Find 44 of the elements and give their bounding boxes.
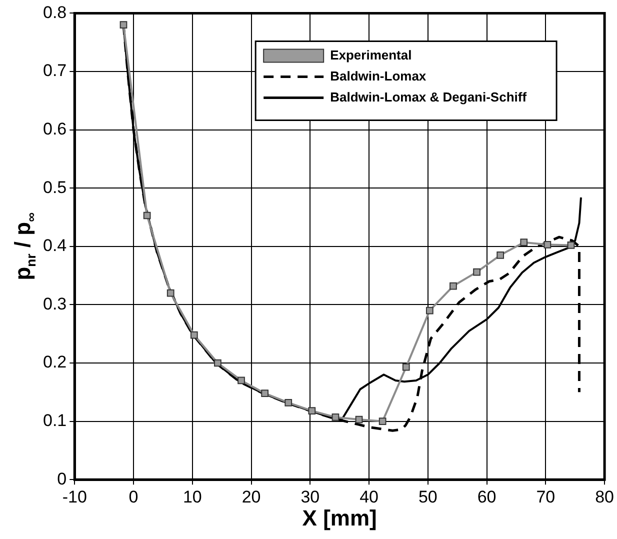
- y-tick-label: 0.4: [42, 236, 67, 256]
- x-tick-label: 80: [595, 487, 614, 506]
- y-tick-label: 0.5: [42, 178, 67, 197]
- y-tick-label: 0: [57, 469, 67, 488]
- point: [143, 212, 151, 220]
- x-axis-title: X [mm]: [302, 506, 377, 531]
- point: [261, 390, 268, 397]
- legend-label: Baldwin-Lomax & Degani-Schiff: [330, 89, 528, 104]
- x-tick-label: 20: [242, 487, 261, 506]
- x-tick-label: 0: [128, 487, 138, 506]
- legend-label: Baldwin-Lomax: [330, 68, 427, 84]
- point: [402, 363, 410, 371]
- y-tick-label: 0.1: [42, 410, 67, 430]
- legend-label: Experimental: [330, 47, 412, 62]
- x-tick-label: 40: [360, 487, 378, 506]
- x-tick-label: 60: [477, 487, 496, 506]
- point: [190, 331, 198, 339]
- point: [567, 242, 575, 249]
- point: [166, 289, 174, 297]
- y-tick-label: 0.8: [42, 2, 67, 22]
- x-tick-label: 30: [300, 487, 320, 506]
- point: [214, 359, 222, 367]
- point: [378, 418, 386, 425]
- x-tick-label: -10: [62, 487, 87, 506]
- x-tick-label: 70: [536, 487, 556, 506]
- y-axis-title: pnr / p∞: [10, 212, 38, 280]
- y-tick-label: 0.3: [42, 294, 67, 314]
- point: [544, 240, 552, 248]
- y-tick-label: 0.2: [42, 352, 67, 372]
- point: [520, 238, 528, 246]
- point: [426, 306, 434, 314]
- y-tick-label: 0.6: [42, 119, 67, 138]
- y-tick-label: 0.7: [42, 61, 67, 80]
- point: [308, 407, 316, 414]
- point: [473, 268, 480, 276]
- point: [332, 414, 340, 421]
- x-tick-label: 50: [418, 487, 438, 506]
- point: [284, 398, 292, 406]
- x-tick-label: 10: [182, 487, 202, 506]
- point: [496, 251, 504, 259]
- point: [355, 416, 363, 424]
- point: [120, 21, 128, 29]
- point: [238, 376, 245, 384]
- point: [450, 282, 457, 290]
